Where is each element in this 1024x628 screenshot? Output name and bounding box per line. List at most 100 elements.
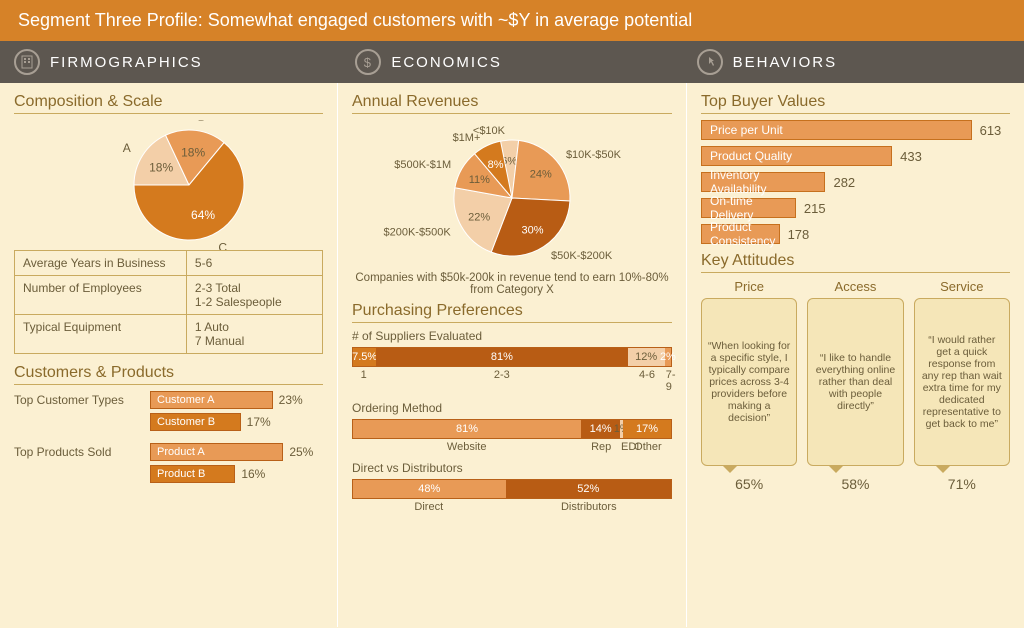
stacked-bars: # of Suppliers Evaluated7.5%81%12%2%12-3…: [352, 329, 672, 513]
buyer-value-number: 282: [833, 175, 855, 190]
hbar-lead: Top Products Sold: [14, 445, 144, 459]
buyer-values: Price per Unit613Product Quality433Inven…: [701, 120, 1010, 244]
buyer-value-number: 613: [980, 123, 1002, 138]
customers-title: Customers & Products: [14, 364, 323, 385]
attitude-pct: 58%: [807, 476, 903, 492]
header-behaviors: BEHAVIORS: [683, 41, 1024, 83]
stacked-bar: 81%14%1%17%: [352, 419, 672, 439]
svg-text:18%: 18%: [181, 145, 205, 159]
col-firmographics: Composition & Scale 18%A18%B64%C Average…: [0, 83, 337, 627]
col-economics: Annual Revenues 6%<$10K24%$10K-$50K30%$5…: [337, 83, 686, 627]
composition-title: Composition & Scale: [14, 93, 323, 114]
svg-text:$50K-$200K: $50K-$200K: [551, 250, 613, 262]
attitude-quote: “I would rather get a quick response fro…: [914, 298, 1010, 466]
hbar-row: Product B 16%: [14, 465, 323, 483]
stack-title: Ordering Method: [352, 401, 672, 415]
svg-text:22%: 22%: [468, 212, 490, 224]
attitude-pct: 65%: [701, 476, 797, 492]
building-icon: [14, 49, 40, 75]
stack-label: Direct: [352, 501, 506, 513]
attitude-title: Price: [701, 279, 797, 294]
header-economics: $ ECONOMICS: [341, 41, 682, 83]
attitudes-row: Price “When looking for a specific style,…: [701, 279, 1010, 492]
stack-segment: 2%: [665, 348, 671, 366]
buyer-value-row: On-time Delivery 215: [701, 198, 1010, 218]
header-firmographics: FIRMOGRAPHICS: [0, 41, 341, 83]
section-header-row: FIRMOGRAPHICS $ ECONOMICS BEHAVIORS: [0, 41, 1024, 83]
table-row: Typical Equipment1 Auto 7 Manual: [15, 314, 322, 353]
top-customers: Top Customer TypesCustomer A23% Customer …: [14, 391, 323, 431]
stack-segment: 81%: [376, 348, 627, 366]
buyer-value-row: Inventory Availability 282: [701, 172, 1010, 192]
stack-label: 7-9: [666, 369, 672, 393]
stack-label: Rep: [581, 441, 621, 453]
col-behaviors: Top Buyer Values Price per Unit 613 Produc…: [686, 83, 1024, 627]
stack-label: Other: [624, 441, 672, 453]
stack-label: Distributors: [506, 501, 672, 513]
buyer-value-bar: On-time Delivery: [701, 198, 796, 218]
table-key: Average Years in Business: [15, 251, 187, 275]
stacked-bar: 48%52%: [352, 479, 672, 499]
hbar-value: 23%: [279, 393, 303, 407]
revenues-title: Annual Revenues: [352, 93, 672, 114]
hbar-row: Customer B 17%: [14, 413, 323, 431]
dollar-icon: $: [355, 49, 381, 75]
buyer-value-number: 178: [788, 227, 810, 242]
hbar-bar: Customer B: [150, 413, 241, 431]
svg-text:30%: 30%: [522, 225, 544, 237]
table-val: 2-3 Total 1-2 Salespeople: [187, 276, 322, 314]
header-label: FIRMOGRAPHICS: [50, 54, 203, 71]
stack-segment: 52%: [506, 480, 671, 498]
stack-title: # of Suppliers Evaluated: [352, 329, 672, 343]
attitude-quote: “When looking for a specific style, I ty…: [701, 298, 797, 466]
values-title: Top Buyer Values: [701, 93, 1010, 114]
table-val: 5-6: [187, 251, 322, 275]
table-row: Average Years in Business5-6: [15, 251, 322, 275]
purchasing-title: Purchasing Preferences: [352, 302, 672, 323]
buyer-value-number: 215: [804, 201, 826, 216]
attitudes-title: Key Attitudes: [701, 252, 1010, 273]
info-table: Average Years in Business5-6Number of Em…: [14, 250, 323, 354]
top-products: Top Products Sold Product A 25% Product B 16…: [14, 443, 323, 483]
stack-segment: 48%: [353, 480, 506, 498]
attitude-title: Service: [914, 279, 1010, 294]
hbar-value: 17%: [247, 415, 271, 429]
svg-text:$10K-$50K: $10K-$50K: [566, 149, 622, 161]
hbar-row: Top Products Sold Product A 25%: [14, 443, 323, 461]
table-row: Number of Employees2-3 Total 1-2 Salespe…: [15, 275, 322, 314]
hbar-value: 16%: [241, 467, 265, 481]
stack-title: Direct vs Distributors: [352, 461, 672, 475]
table-key: Typical Equipment: [15, 315, 187, 353]
columns: Composition & Scale 18%A18%B64%C Average…: [0, 83, 1024, 627]
attitude-col: Access “I like to handle everything onlin…: [807, 279, 903, 492]
attitude-col: Price “When looking for a specific style,…: [701, 279, 797, 492]
table-key: Number of Employees: [15, 276, 187, 314]
buyer-value-bar: Product Consistency: [701, 224, 780, 244]
attitude-pct: 71%: [914, 476, 1010, 492]
attitude-title: Access: [807, 279, 903, 294]
stack-label: Website: [352, 441, 581, 453]
stack-label: 1: [352, 369, 375, 393]
svg-text:$1M+: $1M+: [453, 132, 481, 144]
page-title: Segment Three Profile: Somewhat engaged …: [0, 0, 1024, 41]
segment-profile: Segment Three Profile: Somewhat engaged …: [0, 0, 1024, 628]
buyer-value-row: Price per Unit 613: [701, 120, 1010, 140]
composition-pie: 18%A18%B64%C: [14, 120, 323, 250]
svg-text:C: C: [218, 240, 227, 250]
buyer-value-bar: Price per Unit: [701, 120, 972, 140]
stack-label: 4-6: [628, 369, 665, 393]
stack-segment: 7.5%: [353, 348, 376, 366]
stack-label: 2-3: [375, 369, 628, 393]
svg-text:64%: 64%: [191, 208, 215, 222]
attitude-quote: “I like to handle everything online rath…: [807, 298, 903, 466]
hbar-value: 25%: [289, 445, 313, 459]
hbar-row: Top Customer TypesCustomer A23%: [14, 391, 323, 409]
hbar-lead: Top Customer Types: [14, 393, 144, 407]
buyer-value-bar: Inventory Availability: [701, 172, 825, 192]
hbar-bar: Product A: [150, 443, 283, 461]
svg-text:24%: 24%: [530, 169, 552, 181]
stack-segment: 81%: [353, 420, 581, 438]
svg-text:$500K-$1M: $500K-$1M: [394, 159, 451, 171]
svg-text:18%: 18%: [149, 160, 173, 174]
hbar-bar: Product B: [150, 465, 235, 483]
